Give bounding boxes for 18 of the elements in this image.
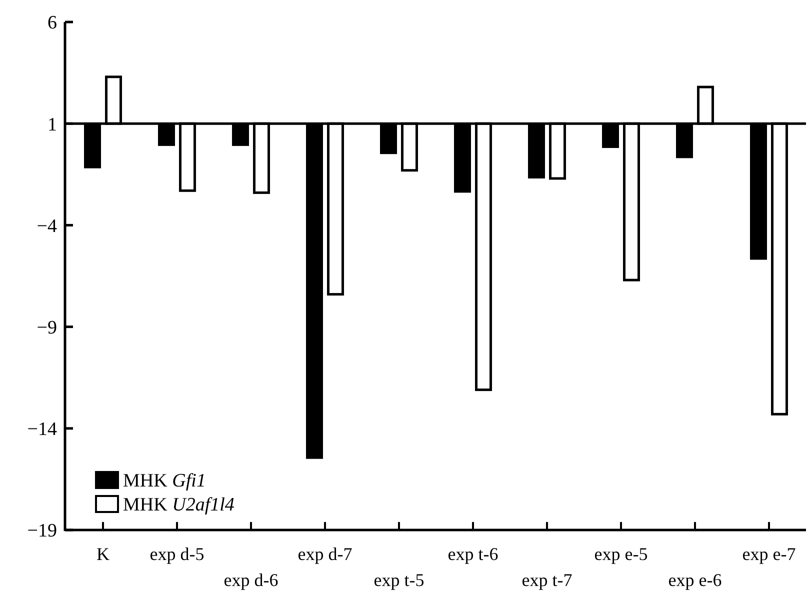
x-tick-label: K <box>96 544 110 564</box>
y-tick-label: 6 <box>48 12 57 34</box>
x-tick-label: exp e-7 <box>742 544 796 564</box>
x-tick-label: exp e-6 <box>668 570 722 590</box>
x-tick-label: exp d-7 <box>298 544 352 564</box>
x-tick-label: exp e-5 <box>594 544 648 564</box>
x-tick-label: exp t-5 <box>374 570 424 590</box>
y-tick-label: −19 <box>27 520 57 542</box>
x-tick-label: exp t-7 <box>522 570 572 590</box>
x-tick-label: exp d-5 <box>150 544 204 564</box>
y-tick-label: −9 <box>36 317 57 338</box>
legend-label: MHK Gfi1 <box>123 470 206 492</box>
legend-label: MHK U2af1l4 <box>123 494 235 516</box>
x-tick-label: exp d-6 <box>224 570 278 590</box>
y-tick-label: 1 <box>48 114 57 136</box>
y-tick-label: −14 <box>27 419 58 440</box>
y-tick-label: −4 <box>36 216 58 237</box>
x-tick-label: exp t-6 <box>448 544 498 564</box>
